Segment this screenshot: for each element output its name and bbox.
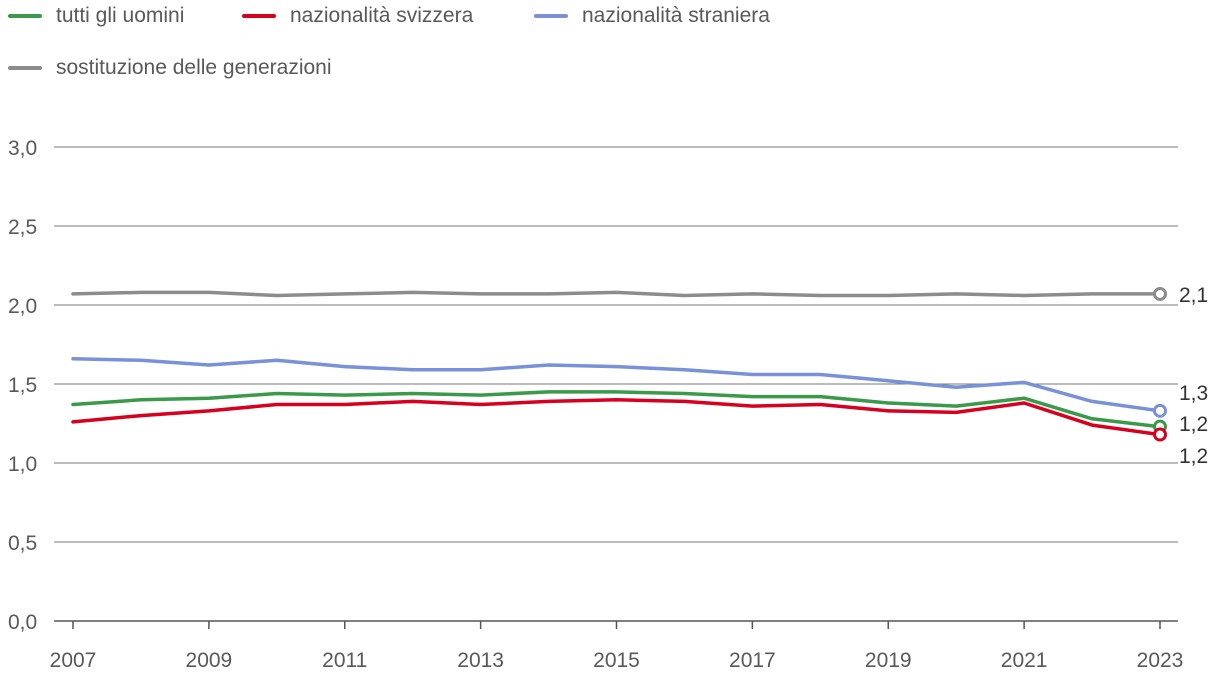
legend-swatch [534,14,568,18]
end-value-label: 1,2 [1179,413,1208,436]
y-tick-label: 1,0 [8,453,37,476]
legend-item-nazionalita-straniera: nazionalità straniera [534,4,770,28]
legend-label: nazionalità svizzera [290,4,474,27]
legend-label: nazionalità straniera [582,4,770,27]
legend-item-tutti-gli-uomini: tutti gli uomini [8,4,184,28]
x-tick-label: 2017 [729,649,776,672]
legend-swatch [8,66,42,70]
series-end-marker-3 [1153,286,1167,301]
end-value-label: 1,2 [1179,445,1208,468]
legend-label: sostituzione delle generazioni [56,56,332,79]
y-tick-label: 2,0 [8,295,37,318]
series-end-marker-1 [1153,427,1167,442]
x-tick-label: 2015 [593,649,640,672]
y-tick-label: 1,5 [8,374,37,397]
series-end-marker-2 [1153,403,1167,418]
y-tick-label: 0,0 [8,611,37,634]
legend-label: tutti gli uomini [56,4,185,27]
x-tick-label: 2009 [186,649,233,672]
y-tick-label: 2,5 [8,216,37,239]
legend-swatch [242,14,276,18]
y-tick-label: 3,0 [8,137,37,160]
end-value-label: 1,3 [1179,382,1208,405]
x-tick-label: 2011 [322,649,367,672]
legend-item-sostituzione-delle-generazioni: sostituzione delle generazioni [8,56,332,80]
series-line-0 [71,390,1162,429]
series-line-2 [71,356,1162,413]
end-value-label: 2,1 [1179,284,1208,307]
x-tick-label: 2007 [50,649,97,672]
x-tick-label: 2013 [457,649,504,672]
y-tick-label: 0,5 [8,532,37,555]
series-line-1 [71,398,1162,437]
x-tick-label: 2021 [1001,649,1048,672]
x-tick-label: 2023 [1137,649,1184,672]
legend-item-nazionalita-svizzera: nazionalità svizzera [242,4,473,28]
legend-swatch [8,14,42,18]
series-line-3 [71,290,1162,298]
chart-legend: tutti gli uomini nazionalità svizzera na… [0,0,1220,100]
x-tick-label: 2019 [865,649,912,672]
